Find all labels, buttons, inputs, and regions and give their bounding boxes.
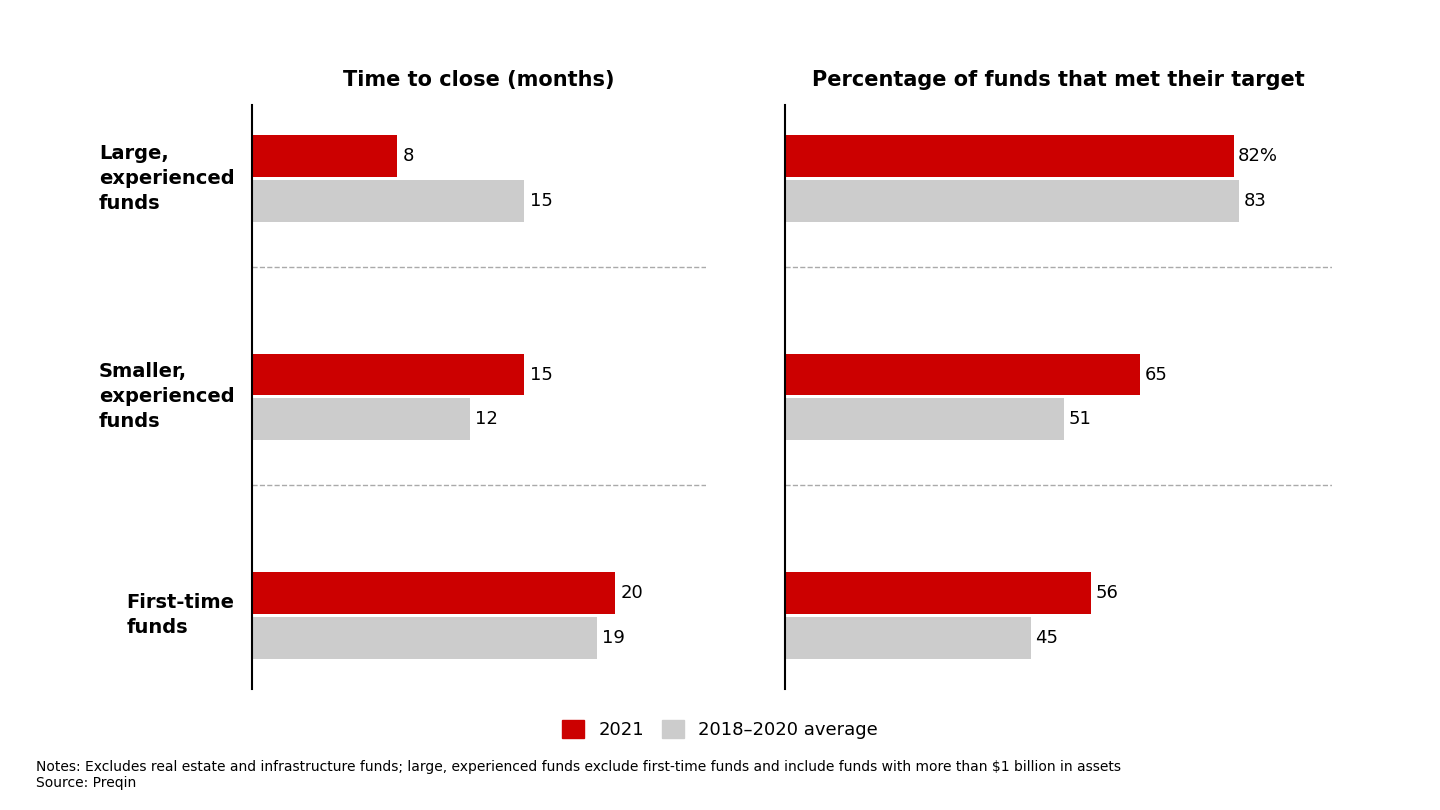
Text: 12: 12 [475,410,498,428]
Text: 20: 20 [621,584,644,602]
Text: Notes: Excludes real estate and infrastructure funds; large, experienced funds e: Notes: Excludes real estate and infrastr… [36,760,1120,790]
Bar [785,135,1234,177]
Text: Smaller,
experienced
funds: Smaller, experienced funds [99,362,235,432]
Bar [252,135,397,177]
Title: Percentage of funds that met their target: Percentage of funds that met their targe… [812,70,1305,90]
Text: 56: 56 [1096,584,1119,602]
Bar [252,399,469,440]
Bar [785,354,1140,395]
Text: 51: 51 [1068,410,1092,428]
Text: 19: 19 [602,629,625,647]
Bar [252,617,596,659]
Text: 82%: 82% [1238,147,1277,165]
Bar [785,617,1031,659]
Bar [252,180,524,222]
Text: 65: 65 [1145,365,1168,384]
Text: 15: 15 [530,192,553,210]
Text: 8: 8 [403,147,413,165]
Text: 83: 83 [1243,192,1266,210]
Title: Time to close (months): Time to close (months) [343,70,615,90]
Bar [252,572,615,614]
Text: 45: 45 [1035,629,1058,647]
Text: First-time
funds: First-time funds [127,594,235,637]
Text: Large,
experienced
funds: Large, experienced funds [99,144,235,213]
Legend: 2021, 2018–2020 average: 2021, 2018–2020 average [553,711,887,748]
Bar [252,354,524,395]
Text: 15: 15 [530,365,553,384]
Bar [785,180,1238,222]
Bar [785,572,1092,614]
Bar [785,399,1064,440]
